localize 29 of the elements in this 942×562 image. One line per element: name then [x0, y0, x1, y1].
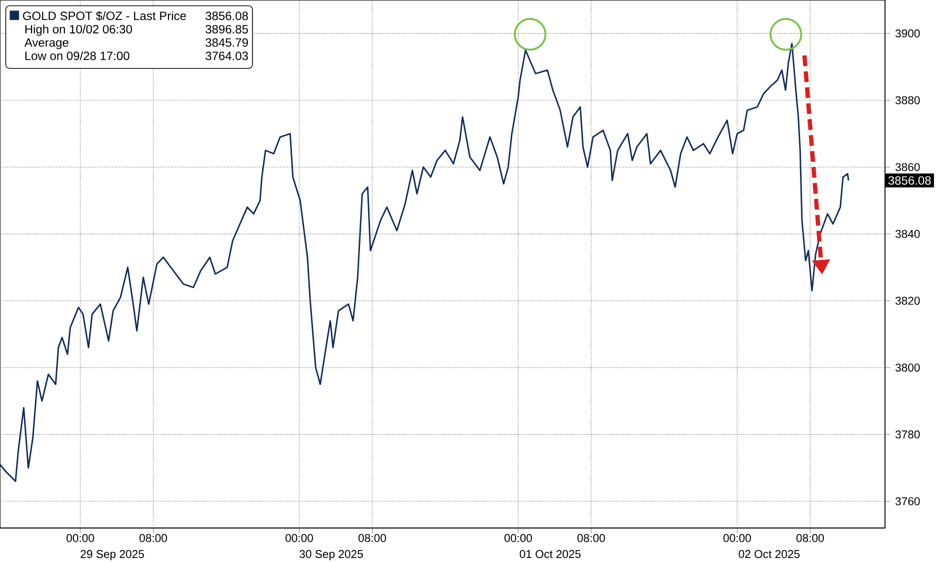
x-tick-label: 00:00: [66, 534, 94, 542]
annotation: 3856.08: [206, 12, 248, 20]
annotation: High on 10/02 06:30: [25, 24, 132, 36]
y-tick-label: 3760: [895, 497, 920, 506]
text: 01 Oct 2025: [520, 550, 581, 558]
text: 30 Sep 2025: [300, 550, 363, 560]
annotation: 3845.79: [206, 38, 248, 47]
annotation: 3896.85: [206, 24, 248, 34]
annotation: 3764.03: [206, 52, 248, 60]
x-tick-label: 08:00: [796, 534, 824, 542]
y-tick-label: 3880: [895, 96, 920, 104]
y-tick-label: 3820: [895, 296, 920, 305]
annotation: Average: [24, 38, 68, 50]
y-tick-label: 3860: [895, 163, 920, 172]
x-tick-label: 08:00: [358, 534, 386, 542]
legend-label: GOLD SPOT $/OZ - Last Price: [23, 11, 186, 21]
y-tick-label: 3780: [895, 430, 920, 438]
x-tick-label: 00:00: [723, 534, 751, 542]
text: 02 Oct 2025: [738, 550, 800, 558]
y-tick-label: 3900: [895, 29, 920, 38]
x-tick-label: 00:00: [504, 534, 532, 542]
x-tick-label: 08:00: [140, 534, 168, 542]
x-tick-label: 00:00: [286, 534, 313, 542]
text: 29 Sep 2025: [80, 550, 144, 560]
text: 3856.08: [888, 176, 931, 185]
x-tick-label: 08:00: [577, 534, 605, 542]
annotation: Low on 09/28 17:00: [25, 51, 130, 60]
y-tick-label: 3800: [895, 364, 920, 372]
y-tick-label: 3840: [895, 230, 920, 238]
